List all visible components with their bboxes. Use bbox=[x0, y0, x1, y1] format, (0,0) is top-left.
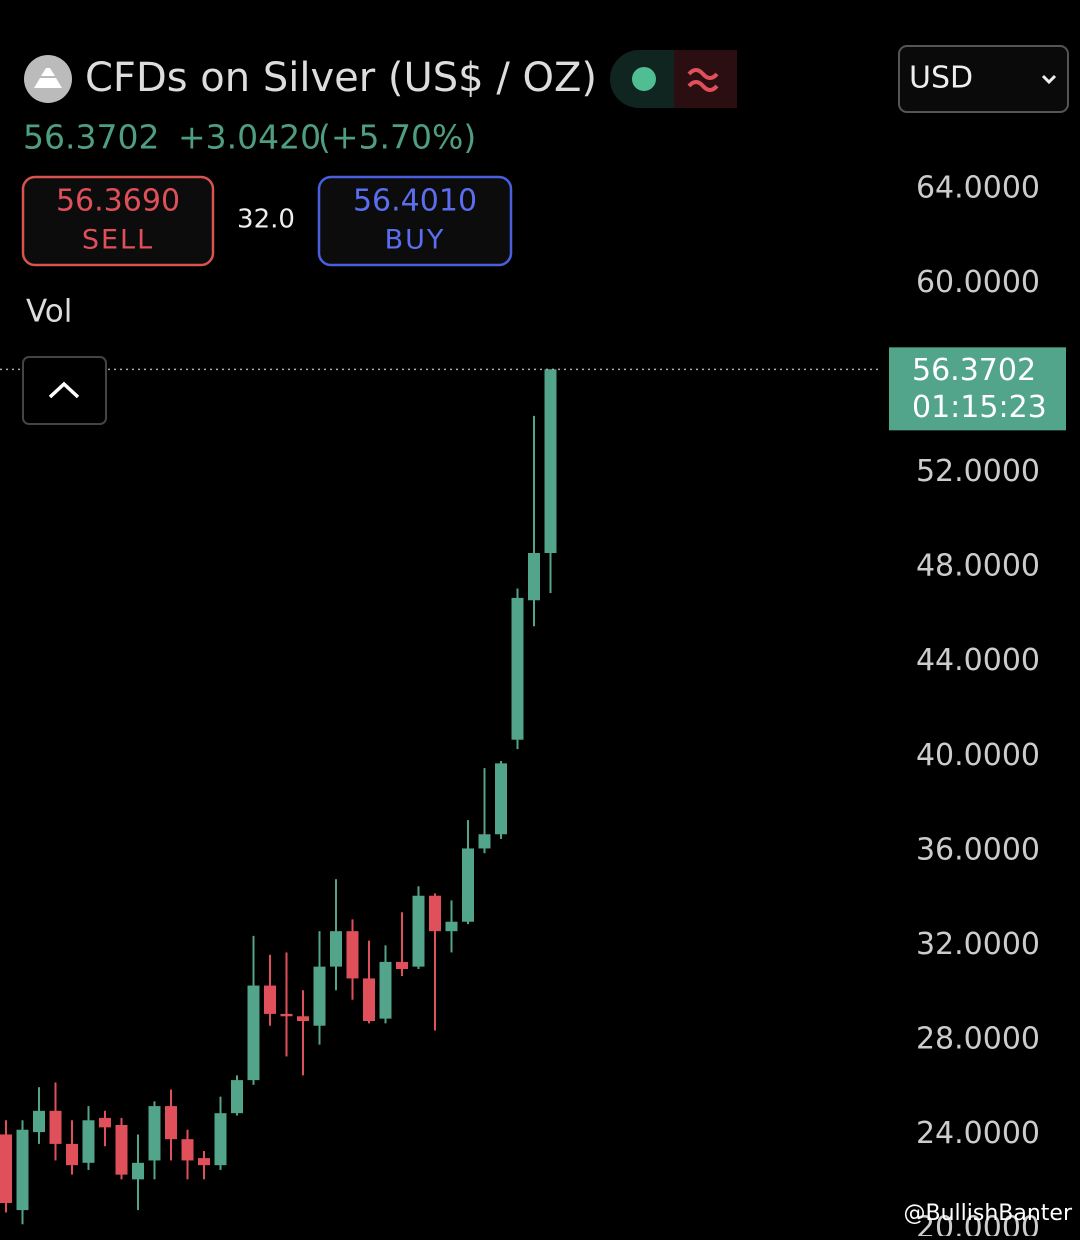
candle-body bbox=[495, 763, 507, 835]
candle-body bbox=[511, 597, 524, 740]
y-tick-label: 64.0000 bbox=[916, 171, 1040, 206]
y-tick-label: 40.0000 bbox=[916, 738, 1040, 773]
candle-body bbox=[445, 921, 458, 932]
sell-price: 56.3690 bbox=[56, 184, 180, 219]
market-open-dot bbox=[632, 67, 656, 91]
candle-body bbox=[99, 1117, 111, 1128]
candle-body bbox=[412, 895, 425, 967]
candle-body bbox=[16, 1129, 29, 1211]
y-tick-label: 48.0000 bbox=[916, 549, 1040, 584]
y-tick-label: 20.0000 bbox=[916, 1211, 1040, 1237]
y-tick-label: 44.0000 bbox=[916, 643, 1040, 678]
candle-body bbox=[247, 985, 260, 1081]
candle-body bbox=[297, 1016, 309, 1021]
y-tick-label: 36.0000 bbox=[916, 832, 1040, 867]
last-price-box bbox=[889, 347, 1066, 431]
status-pill-red bbox=[674, 50, 737, 108]
candle-body bbox=[198, 1158, 210, 1166]
y-tick-label: 60.0000 bbox=[916, 265, 1040, 300]
icon-bars bbox=[34, 68, 62, 88]
y-tick-label: 52.0000 bbox=[916, 454, 1040, 489]
candle-body bbox=[379, 961, 392, 1019]
y-tick-label: 28.0000 bbox=[916, 1021, 1040, 1056]
candle-body bbox=[478, 834, 491, 849]
watermark: @BullishBanter bbox=[903, 1201, 1072, 1226]
candle-body bbox=[346, 931, 359, 979]
delayed-icon bbox=[687, 68, 719, 92]
sell-button[interactable] bbox=[21, 175, 215, 267]
candle-body bbox=[363, 978, 375, 1021]
y-tick-label: 32.0000 bbox=[916, 927, 1040, 962]
countdown: 01:15:23 bbox=[912, 390, 1047, 425]
y-tick-label: 24.0000 bbox=[916, 1116, 1040, 1151]
candle-body bbox=[313, 966, 326, 1026]
last-price-label: 56.3702 bbox=[912, 353, 1036, 388]
candle-body bbox=[165, 1106, 177, 1140]
spread: 32.0 bbox=[237, 205, 295, 235]
candle-body bbox=[528, 553, 540, 601]
candle-body bbox=[396, 961, 408, 969]
candle-body bbox=[462, 848, 474, 922]
candle-body bbox=[181, 1139, 194, 1161]
candle-body bbox=[82, 1120, 95, 1163]
currency-label: USD bbox=[909, 61, 973, 96]
change: +3.0420 bbox=[178, 118, 321, 157]
candle-body bbox=[132, 1162, 144, 1180]
candle-body bbox=[330, 931, 342, 967]
sell-label: SELL bbox=[82, 225, 154, 256]
chevron-up bbox=[48, 381, 80, 399]
currency-select[interactable] bbox=[898, 45, 1069, 113]
candle-body bbox=[0, 1134, 12, 1203]
candle-body bbox=[264, 985, 276, 1014]
candle-body bbox=[66, 1143, 78, 1166]
chevron-down bbox=[1041, 74, 1057, 85]
candle-body bbox=[115, 1125, 128, 1175]
candle-body bbox=[544, 369, 557, 553]
candle-body bbox=[231, 1080, 243, 1114]
candle-body bbox=[148, 1106, 161, 1161]
price: 56.3702 bbox=[23, 118, 159, 157]
change-pct: (+5.70%) bbox=[318, 118, 476, 157]
buy-button[interactable] bbox=[317, 175, 513, 267]
buy-price: 56.4010 bbox=[353, 184, 477, 219]
buy-label: BUY bbox=[385, 225, 446, 256]
candle-body bbox=[33, 1110, 45, 1133]
collapse-button[interactable] bbox=[22, 356, 107, 425]
candle-body bbox=[214, 1113, 227, 1166]
candle-body bbox=[280, 1013, 293, 1017]
candle-body bbox=[429, 895, 441, 932]
chart: 20.0000 24.0000 28.0000 32.0000 36.0000 40.00… bbox=[0, 171, 1072, 1240]
indicator-label: Vol bbox=[26, 294, 72, 330]
candle-body bbox=[49, 1110, 62, 1144]
symbol-title[interactable]: CFDs on Silver (US$ / OZ) bbox=[85, 55, 597, 101]
